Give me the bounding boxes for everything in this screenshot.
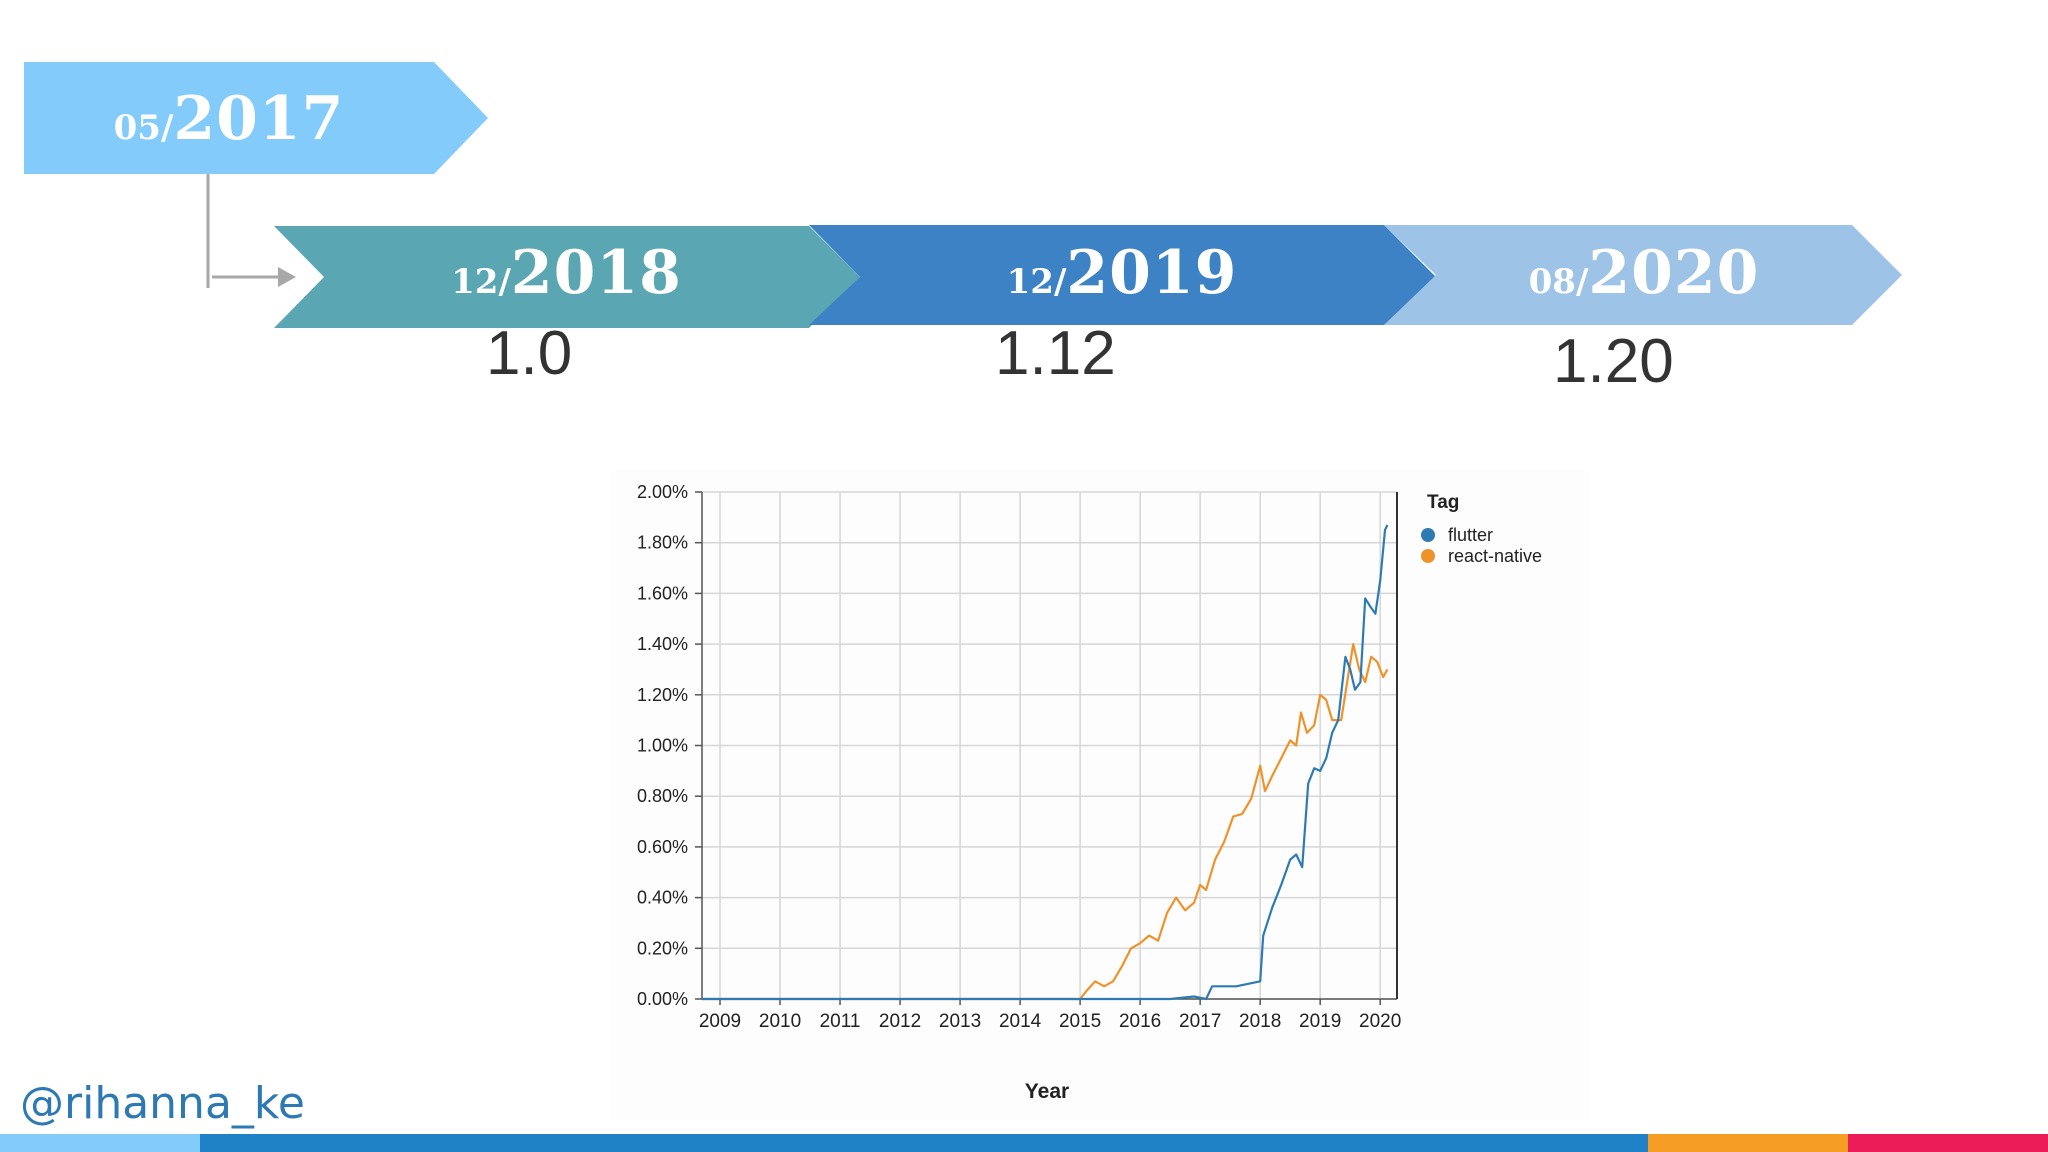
y-tick-label: 1.40% <box>637 634 688 654</box>
y-tick-label: 0.60% <box>637 837 688 857</box>
y-tick-label: 1.80% <box>637 533 688 553</box>
series-line-react-native <box>702 643 1389 1001</box>
author-handle: @rihanna_ke <box>20 1078 305 1129</box>
milestone-date-2019: 12/2019 <box>860 238 1384 318</box>
y-tick-label: 0.80% <box>637 786 688 806</box>
milestone-arrow-2020 <box>1384 225 1902 325</box>
x-tick-label: 2013 <box>939 1011 981 1032</box>
x-tick-label: 2014 <box>999 1011 1042 1032</box>
version-1-20: 1.20 <box>1553 327 1674 396</box>
milestone-month: 12/ <box>451 262 511 302</box>
version-1-0: 1.0 <box>486 319 573 388</box>
milestone-date-2020: 08/2020 <box>1436 238 1852 318</box>
x-tick-label: 2009 <box>699 1011 741 1032</box>
legend-marker-react-native <box>1421 549 1435 563</box>
chart-series <box>702 524 1389 1001</box>
x-axis-label: Year <box>1025 1080 1069 1103</box>
footer-segment <box>200 1134 1648 1152</box>
start-arrow-banner <box>24 62 488 174</box>
y-tick-label: 0.00% <box>637 989 688 1009</box>
series-line-flutter <box>702 524 1389 1001</box>
x-tick-label: 2017 <box>1179 1011 1221 1032</box>
milestone-year: 2020 <box>1588 238 1760 308</box>
start-date-label: 05/2017 <box>24 84 434 164</box>
x-tick-label: 2019 <box>1299 1011 1341 1032</box>
connector-arrowhead-icon <box>278 267 296 287</box>
version-1-12: 1.12 <box>995 319 1116 388</box>
x-tick-label: 2012 <box>879 1011 921 1032</box>
legend-title: Tag <box>1427 492 1459 513</box>
y-tick-label: 2.00% <box>637 482 688 502</box>
x-tick-label: 2018 <box>1239 1011 1281 1032</box>
milestone-year: 2018 <box>510 238 682 308</box>
y-tick-label: 1.00% <box>637 736 688 756</box>
milestone-month: 12/ <box>1006 262 1067 302</box>
x-tick-label: 2015 <box>1059 1011 1101 1032</box>
x-tick-label: 2011 <box>820 1011 861 1032</box>
usage-line-chart: 2009 2010 2011 2012 2013 2014 2015 2016 2017 2018… <box>610 470 1590 1120</box>
y-tick-label: 1.60% <box>637 583 688 603</box>
legend-marker-flutter <box>1421 528 1435 542</box>
start-year: 2017 <box>173 84 345 154</box>
x-tick-label: 2020 <box>1359 1011 1401 1032</box>
footer-segment <box>1848 1134 2048 1152</box>
chart-grid <box>702 491 1397 1000</box>
chart-axes: 2009 2010 2011 2012 2013 2014 2015 2016 2017 2018… <box>637 482 1401 1032</box>
milestone-month: 08/ <box>1528 262 1589 302</box>
milestone-year: 2019 <box>1066 238 1238 308</box>
y-tick-label: 0.40% <box>637 888 688 908</box>
start-month: 05/ <box>113 108 174 148</box>
timeline <box>24 62 1902 328</box>
footer-segment <box>0 1134 200 1152</box>
footer-segment <box>1648 1134 1848 1152</box>
legend-label-react-native: react-native <box>1448 546 1542 566</box>
milestone-date-2018: 12/2018 <box>324 238 809 318</box>
milestone-arrow-2019 <box>809 225 1436 325</box>
y-tick-label: 1.20% <box>637 685 688 705</box>
milestone-arrow-2018 <box>274 226 860 328</box>
y-tick-label: 0.20% <box>637 938 688 958</box>
x-tick-label: 2016 <box>1119 1011 1161 1032</box>
x-tick-label: 2010 <box>759 1011 801 1032</box>
legend-label-flutter: flutter <box>1448 525 1493 545</box>
